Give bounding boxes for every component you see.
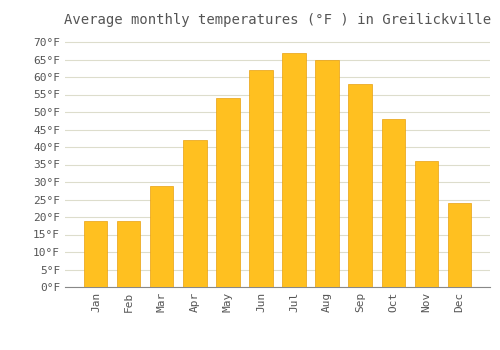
Bar	[316, 60, 338, 287]
Bar	[382, 119, 404, 287]
Bar	[150, 186, 174, 287]
Bar	[216, 98, 240, 287]
Title: Average monthly temperatures (°F ) in Greilickville: Average monthly temperatures (°F ) in Gr…	[64, 13, 491, 27]
Bar	[282, 52, 306, 287]
Bar	[84, 220, 108, 287]
Bar	[448, 203, 470, 287]
Bar	[348, 84, 372, 287]
Bar	[118, 220, 141, 287]
Bar	[414, 161, 438, 287]
Bar	[184, 140, 206, 287]
Bar	[250, 70, 272, 287]
